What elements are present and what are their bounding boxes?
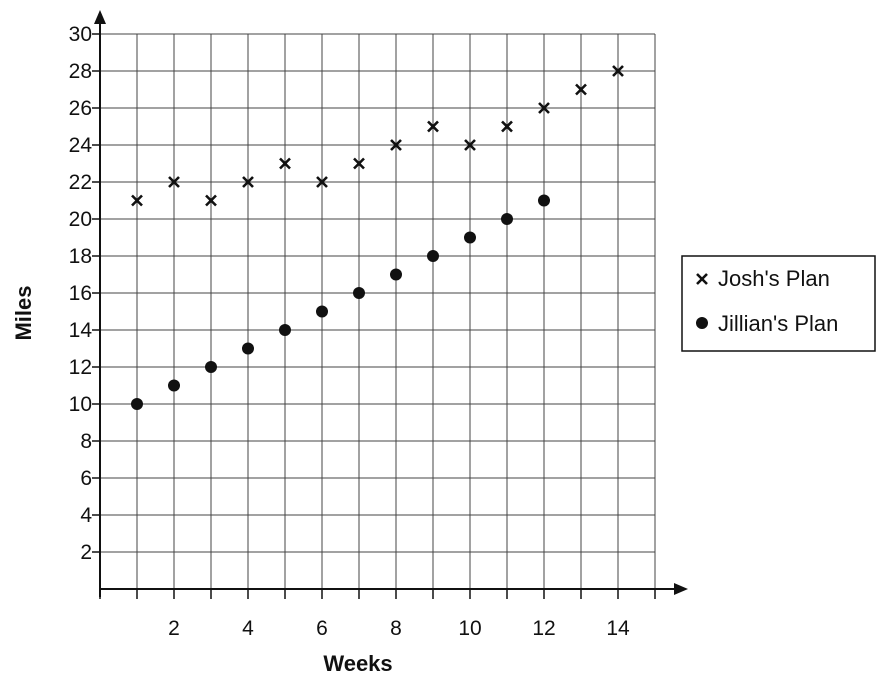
x-tick-label: 12 [532, 617, 555, 640]
y-tick-label: 10 [69, 393, 92, 416]
y-tick-label: 12 [69, 356, 92, 379]
data-point [427, 250, 439, 262]
data-point [168, 176, 180, 188]
legend: Josh's Plan Jillian's Plan [681, 255, 876, 352]
x-tick-label: 2 [168, 617, 180, 640]
x-tick-label: 8 [390, 617, 402, 640]
y-tick-label: 6 [80, 467, 92, 490]
x-tick-label: 10 [458, 617, 481, 640]
legend-marker-jillian [696, 317, 708, 329]
data-point [168, 379, 180, 392]
data-point [279, 157, 291, 170]
data-point [612, 65, 624, 77]
data-point [131, 194, 143, 207]
x-tick-label: 14 [606, 617, 630, 640]
data-point [501, 120, 513, 133]
y-tick-label: 30 [69, 23, 92, 46]
data-point [390, 268, 402, 281]
legend-x-marker [696, 273, 708, 285]
x-axis-arrow [674, 583, 688, 595]
y-tick-label: 16 [69, 282, 92, 305]
data-point [538, 194, 550, 207]
y-axis-title: Miles [11, 285, 36, 340]
grid [100, 33, 656, 589]
data-point [242, 342, 254, 355]
y-tick-label: 18 [69, 245, 92, 268]
x-tick-label: 4 [242, 617, 254, 640]
y-tick-label: 8 [80, 430, 92, 453]
data-point [538, 102, 550, 114]
legend-label-jillian: Jillian's Plan [718, 311, 838, 336]
y-tick-label: 4 [80, 504, 92, 527]
data-point [427, 120, 439, 133]
data-point [575, 83, 587, 96]
legend-marker-josh [696, 273, 708, 285]
y-tick-label: 24 [69, 134, 93, 157]
x-tick-label: 6 [316, 617, 328, 640]
y-tick-label: 14 [69, 319, 93, 342]
data-point [353, 287, 365, 299]
data-point [390, 139, 402, 151]
data-points [131, 65, 624, 410]
y-tick-label: 22 [69, 171, 92, 194]
data-point [131, 398, 143, 410]
data-point [205, 194, 217, 207]
data-point [464, 139, 476, 151]
legend-label-josh: Josh's Plan [718, 266, 830, 291]
data-point [353, 157, 365, 170]
y-tick-label: 2 [80, 541, 92, 564]
data-point [464, 231, 476, 244]
legend-dot-marker [696, 317, 708, 329]
legend-box [681, 255, 876, 352]
data-point [316, 305, 328, 318]
x-axis-title: Weeks [323, 651, 392, 676]
y-tick-label: 26 [69, 97, 92, 120]
y-tick-label: 28 [69, 60, 92, 83]
data-point [242, 176, 254, 188]
y-tick-label: 20 [69, 208, 92, 231]
data-point [501, 213, 513, 225]
y-axis-arrow [94, 10, 106, 24]
data-point [316, 176, 328, 188]
axes [92, 10, 688, 599]
data-point [205, 361, 217, 373]
data-point [279, 324, 291, 336]
